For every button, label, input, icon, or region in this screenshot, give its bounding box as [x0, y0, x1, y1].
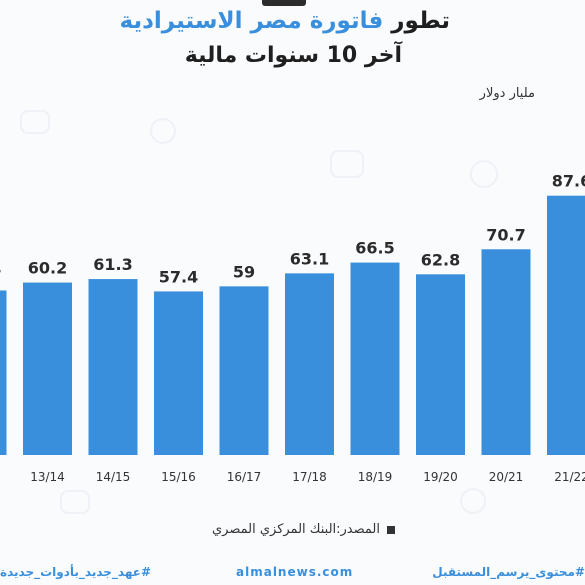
- value-label: 62.8: [421, 250, 460, 269]
- chart-title: تطور فاتورة مصر الاستيرادية: [120, 8, 451, 34]
- chart-title-part1: تطور: [391, 8, 450, 34]
- value-label: 60.2: [28, 259, 67, 278]
- bar-12/13: [0, 290, 7, 455]
- unit-label: مليار دولار: [479, 86, 535, 101]
- value-label: 57.7: [0, 266, 2, 285]
- source-note: المصدر:البنك المركزي المصري: [212, 522, 395, 537]
- background-decoration: [60, 490, 90, 514]
- category-label: 15/16: [161, 470, 196, 484]
- category-label: 17/18: [292, 470, 327, 484]
- bar-13/14: [23, 282, 72, 455]
- bar-14/15: [88, 279, 138, 455]
- value-label: 70.7: [486, 225, 525, 244]
- category-label: 19/20: [423, 470, 458, 484]
- footer-hashtag-left[interactable]: #عهد_جديد_بأدوات_جديدة: [0, 565, 152, 579]
- background-decoration: [150, 118, 176, 144]
- chart-title-part2: فاتورة مصر الاستيرادية: [119, 8, 384, 34]
- top-tab-decoration: [262, 0, 306, 6]
- bar-17/18: [285, 273, 334, 455]
- value-label: 57.4: [159, 267, 198, 286]
- category-label: 14/15: [96, 470, 131, 484]
- background-decoration: [470, 160, 498, 188]
- category-label: 20/21: [489, 470, 524, 484]
- footer-website-link[interactable]: almalnews.com: [236, 565, 354, 579]
- background-decoration: [20, 110, 50, 134]
- bar-16/17: [219, 286, 269, 455]
- source-bullet-icon: [387, 525, 395, 534]
- value-label: 66.5: [355, 239, 394, 258]
- category-label: 13/14: [30, 470, 65, 484]
- bar-15/16: [154, 291, 203, 455]
- chart-subtitle: آخر 10 سنوات مالية: [184, 43, 402, 68]
- background-decoration: [330, 150, 364, 178]
- category-label: 21/22: [554, 470, 585, 484]
- source-text: المصدر:البنك المركزي المصري: [212, 522, 380, 537]
- bar-18/19: [350, 262, 400, 455]
- category-label: 16/17: [227, 470, 262, 484]
- bar-19/20: [416, 274, 465, 455]
- bar-20/21: [481, 249, 531, 455]
- value-label: 59: [233, 262, 255, 281]
- footer-hashtag-right[interactable]: #محتوى_يرسم_المستقبل: [432, 565, 585, 579]
- footer-bar: #عهد_جديد_بأدوات_جديدة almalnews.com #مح…: [0, 556, 585, 585]
- background-decoration: [460, 488, 486, 514]
- value-label: 63.1: [290, 249, 329, 268]
- value-label: 87.6: [552, 172, 585, 191]
- bar-21/22: [547, 195, 585, 455]
- value-label: 61.3: [93, 255, 132, 274]
- category-label: 18/19: [358, 470, 393, 484]
